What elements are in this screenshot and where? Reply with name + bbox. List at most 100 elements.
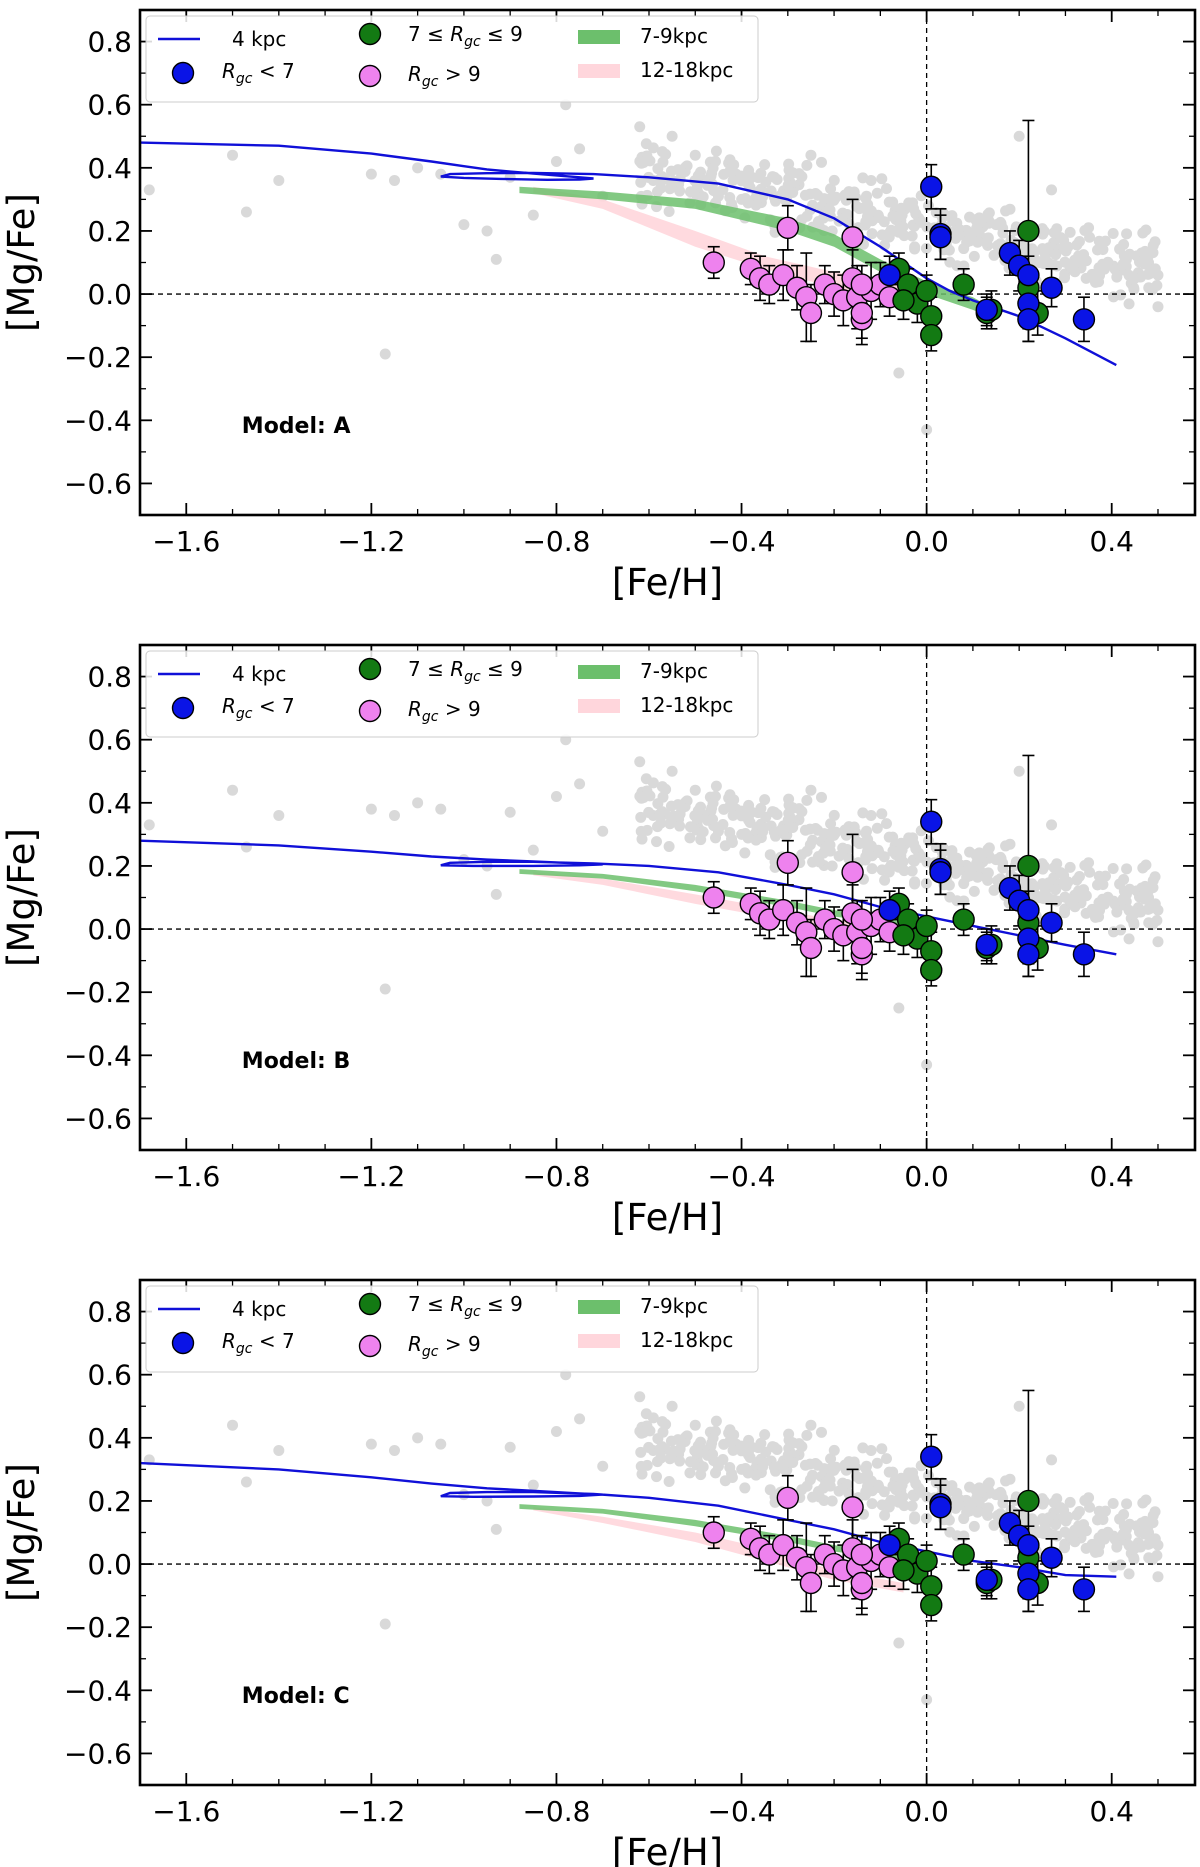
y-tick-label: 0.2: [87, 215, 132, 248]
field-star-point: [871, 822, 883, 834]
legend-label-7-9kpc: 7-9kpc: [640, 659, 708, 683]
solar-star-point: [915, 1549, 938, 1573]
outer-star-point: [776, 851, 800, 874]
field-star-point: [988, 249, 1000, 261]
legend-label-outer: Rgc > 9: [408, 1332, 481, 1360]
model-curve-4kpc: [140, 839, 1117, 956]
field-star-point: [1037, 1513, 1049, 1525]
field-star-point: [783, 158, 795, 170]
y-tick-label: 0.8: [87, 26, 132, 59]
band-7-9kpc: [519, 186, 997, 320]
field-star-point: [1062, 241, 1074, 253]
field-star-point: [674, 185, 686, 197]
legend-label-model: 4 kpc: [232, 1297, 286, 1321]
field-star-point: [388, 809, 400, 821]
field-star-point: [641, 1459, 653, 1471]
field-star-point: [898, 1500, 910, 1512]
solar-star-point: [920, 1574, 943, 1598]
field-star-point: [1071, 874, 1083, 886]
field-star-point: [1139, 245, 1151, 257]
field-star-point: [143, 819, 155, 831]
field-star-point: [799, 1459, 811, 1471]
field-star-point: [860, 851, 872, 863]
field-star-point: [825, 183, 837, 195]
field-star-point: [656, 1441, 668, 1453]
field-star-point: [828, 1444, 840, 1456]
field-star-point: [1137, 1497, 1149, 1509]
field-star-point: [1046, 1454, 1058, 1466]
legend-label-solar: 7 ≤ Rgc ≤ 9: [408, 22, 523, 50]
field-star-point: [907, 832, 919, 844]
field-star-point: [826, 860, 838, 872]
field-star-point: [574, 143, 586, 155]
field-star-point: [1037, 243, 1049, 255]
field-star-point: [635, 157, 647, 169]
legend-label-inner: Rgc < 7: [222, 1329, 295, 1357]
field-star-point: [964, 211, 976, 223]
field-star-point: [897, 1491, 909, 1503]
field-star-point: [897, 856, 909, 868]
outer-star-point: [850, 936, 874, 960]
field-star-point: [1111, 1541, 1123, 1553]
legend-swatch-12-18kpc: [578, 1334, 620, 1348]
inner-star-point: [1072, 943, 1096, 966]
field-star-point: [881, 1453, 893, 1465]
field-star-point: [652, 1433, 664, 1445]
field-star-point: [504, 806, 516, 818]
field-star-point: [840, 194, 852, 206]
field-star-point: [866, 863, 878, 875]
field-star-point: [651, 821, 663, 833]
field-star-point: [1111, 906, 1123, 918]
field-star-point: [671, 1447, 683, 1459]
legend-label-12-18kpc: 12-18kpc: [640, 1328, 733, 1352]
field-star-point: [1064, 1496, 1076, 1508]
field-star-point: [727, 174, 739, 186]
field-star-point: [769, 1461, 781, 1473]
field-star-point: [1111, 271, 1123, 283]
field-star-point: [767, 806, 779, 818]
field-star-point: [865, 205, 877, 217]
band-12-18kpc: [533, 186, 904, 301]
field-star-point: [963, 862, 975, 874]
y-tick-label: −0.4: [64, 1039, 132, 1072]
field-star-point: [827, 1462, 839, 1474]
field-star-point: [684, 1467, 696, 1479]
field-star-point: [656, 171, 668, 183]
field-star-point: [921, 424, 933, 436]
plot-area: [140, 10, 1195, 515]
legend-label-12-18kpc: 12-18kpc: [640, 693, 733, 717]
field-star-point: [825, 1453, 837, 1465]
field-star-point: [915, 216, 927, 228]
field-star-point: [1121, 228, 1133, 240]
field-star-point: [727, 809, 739, 821]
field-star-point: [783, 1428, 795, 1440]
field-star-point: [881, 818, 893, 830]
field-star-point: [635, 176, 647, 188]
field-star-point: [1004, 838, 1016, 850]
legend-swatch-outer: [358, 699, 382, 723]
field-star-point: [879, 1509, 891, 1521]
field-star-point: [1086, 903, 1098, 915]
field-star-point: [910, 208, 922, 220]
field-star-point: [873, 212, 885, 224]
field-star-point: [689, 149, 701, 161]
field-star-point: [990, 1489, 1002, 1501]
field-star-point: [652, 798, 664, 810]
solar-star-point: [1017, 219, 1040, 243]
field-star-point: [527, 844, 539, 856]
field-star-point: [824, 1474, 836, 1486]
field-star-point: [736, 828, 748, 840]
legend-swatch-solar: [358, 1292, 382, 1316]
field-star-point: [757, 822, 769, 834]
field-star-point: [1063, 259, 1075, 271]
outer-star-point: [776, 216, 800, 239]
y-tick-label: −0.2: [64, 341, 132, 374]
inner-star-point: [1017, 308, 1040, 331]
field-star-point: [818, 193, 830, 205]
field-star-point: [896, 844, 908, 856]
field-star-point: [873, 1482, 885, 1494]
solar-star-point: [920, 958, 943, 982]
legend-label-7-9kpc: 7-9kpc: [640, 24, 708, 48]
outer-star-point: [702, 251, 725, 274]
inner-star-point: [1040, 1546, 1063, 1569]
